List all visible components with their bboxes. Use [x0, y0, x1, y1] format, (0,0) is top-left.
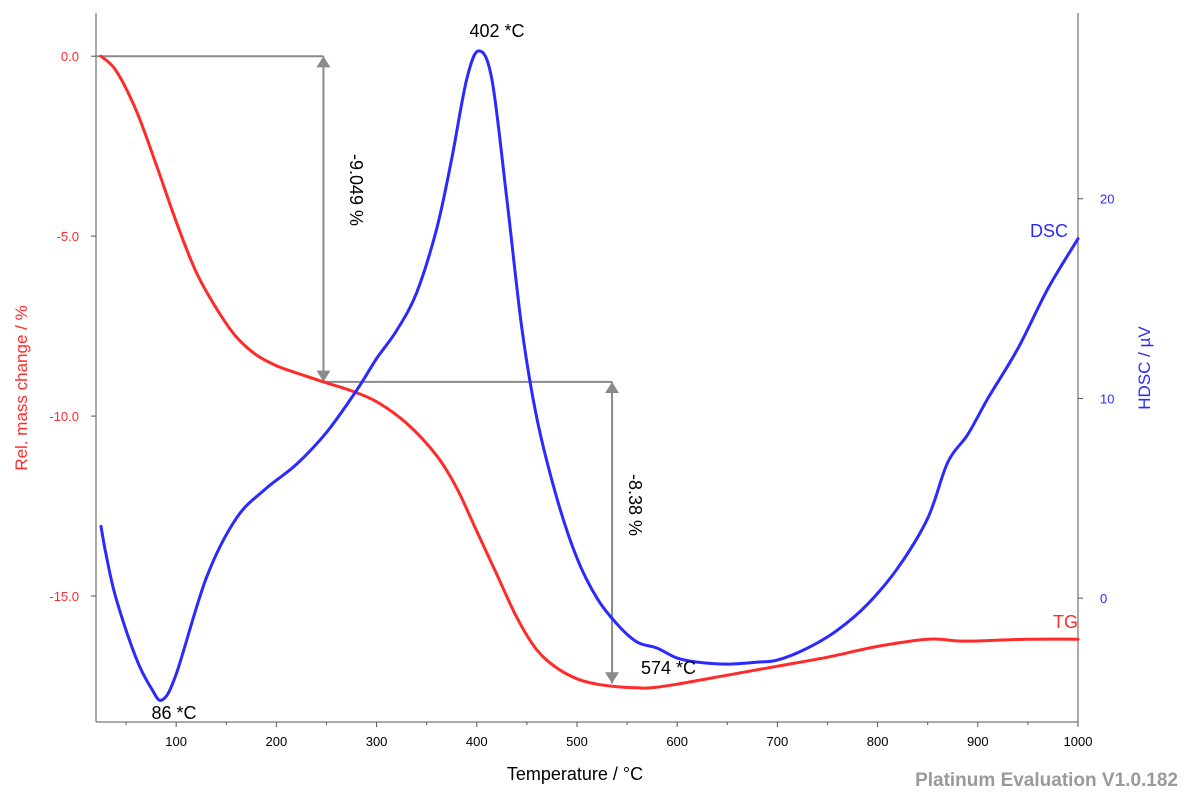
series-lines: [99, 49, 1080, 702]
y-left-tick-label: 0.0: [61, 49, 79, 64]
axes: [95, 13, 1079, 723]
y-axis-right-label: HDSC / µV: [1135, 326, 1154, 410]
x-tick-label: 100: [165, 734, 187, 749]
x-axis-label: Temperature / °C: [507, 764, 643, 784]
x-tick-label: 400: [466, 734, 488, 749]
annotation-574: 574 *C: [641, 658, 696, 678]
series-label-dsc: DSC: [1030, 221, 1068, 241]
series-label-tg: TG: [1053, 612, 1078, 632]
y-left-tick-label: -15.0: [49, 589, 79, 604]
x-tick-label: 300: [366, 734, 388, 749]
y-right-tick-label: 10: [1100, 391, 1114, 406]
x-tick-label: 600: [666, 734, 688, 749]
x-tick-label: 200: [266, 734, 288, 749]
labels: Rel. mass change / % HDSC / µV Temperatu…: [12, 21, 1178, 791]
annotation-lines: [96, 55, 620, 684]
annotation-peak-402: 402 *C: [469, 21, 524, 41]
watermark: Platinum Evaluation V1.0.182: [915, 770, 1178, 791]
x-tick-label: 1000: [1064, 734, 1093, 749]
x-tick-label: 900: [967, 734, 989, 749]
annotation-step2-arrow-down: [605, 672, 620, 684]
y-axis-left-label: Rel. mass change / %: [12, 305, 31, 470]
series-line-tg: [99, 54, 1080, 690]
annotation-step2-label: -8.38 %: [625, 474, 645, 536]
annotation-peak-86: 86 *C: [151, 703, 196, 723]
y-left-tick-label: -5.0: [57, 229, 79, 244]
ticks: 100 200 300 400 500 600 700 800 900 10000.0-5.0-1…: [49, 49, 1114, 749]
annotation-step1-label: -9.049 %: [346, 154, 366, 226]
x-tick-label: 500: [566, 734, 588, 749]
y-right-tick-label: 0: [1100, 591, 1107, 606]
series-line-dsc: [99, 49, 1080, 702]
x-tick-label: 700: [767, 734, 789, 749]
y-left-tick-label: -10.0: [49, 409, 79, 424]
y-right-tick-label: 20: [1100, 192, 1114, 207]
annotation-step1-arrow-up: [316, 56, 331, 68]
x-tick-label: 800: [867, 734, 889, 749]
annotation-step2-arrow-up: [605, 381, 620, 394]
annotation-step1-arrow-down: [316, 370, 331, 382]
